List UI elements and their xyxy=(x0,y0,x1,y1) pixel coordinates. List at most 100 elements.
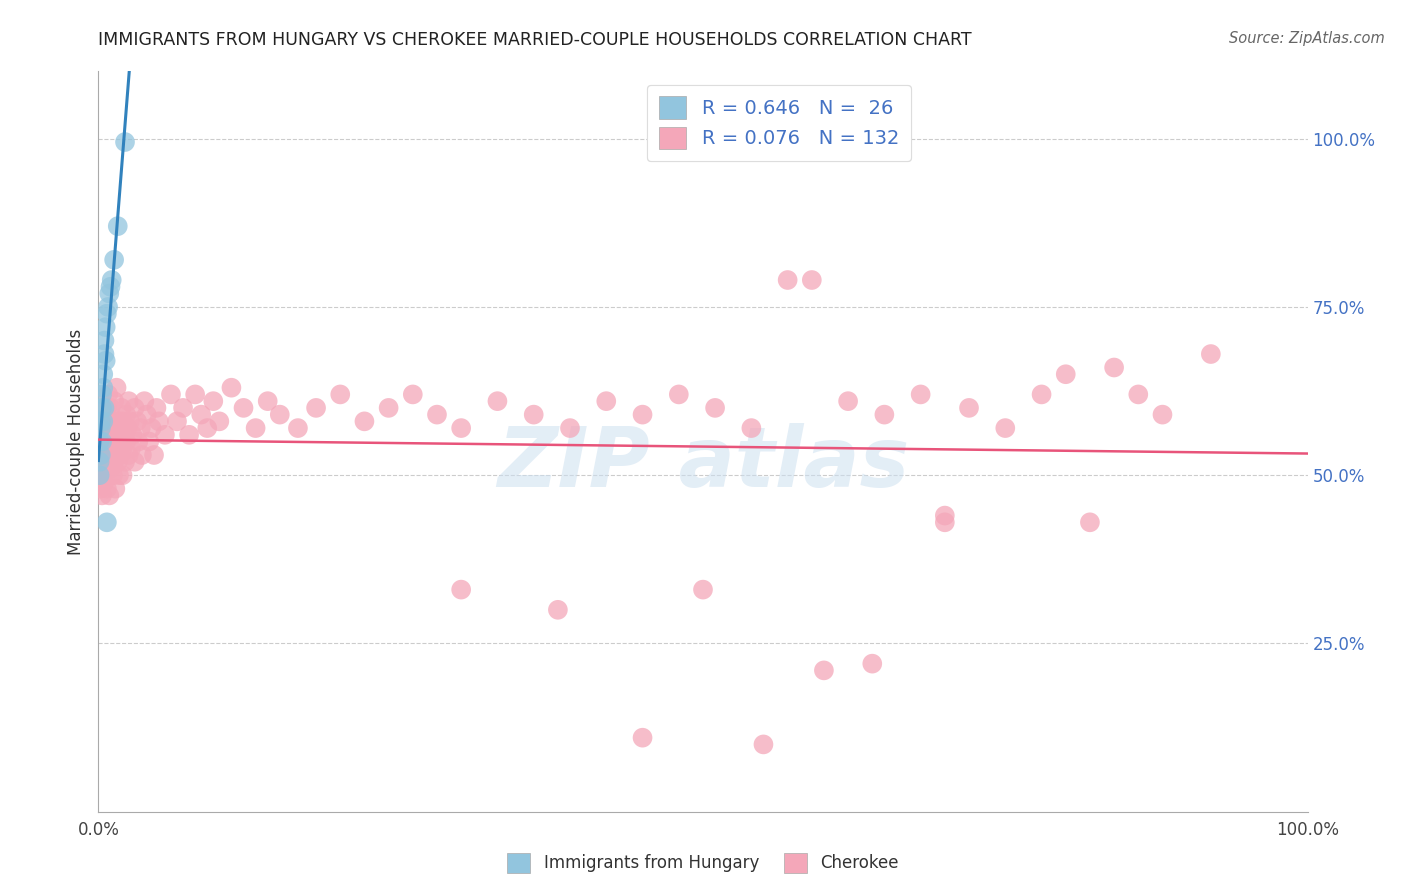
Point xyxy=(107,455,129,469)
Point xyxy=(837,394,859,409)
Point xyxy=(101,414,124,428)
Text: Source: ZipAtlas.com: Source: ZipAtlas.com xyxy=(1229,31,1385,46)
Point xyxy=(93,347,115,361)
Point xyxy=(860,657,883,671)
Point xyxy=(129,421,152,435)
Point xyxy=(89,468,111,483)
Point xyxy=(329,387,352,401)
Point xyxy=(91,381,114,395)
Text: IMMIGRANTS FROM HUNGARY VS CHEROKEE MARRIED-COUPLE HOUSEHOLDS CORRELATION CHART: IMMIGRANTS FROM HUNGARY VS CHEROKEE MARR… xyxy=(98,31,972,49)
Point xyxy=(91,414,114,428)
Point xyxy=(221,381,243,395)
Point xyxy=(100,434,122,449)
Point xyxy=(96,401,118,415)
Point xyxy=(100,448,122,462)
Point xyxy=(121,427,143,442)
Point xyxy=(111,468,134,483)
Point xyxy=(145,401,167,415)
Point xyxy=(97,300,120,314)
Point xyxy=(160,387,183,401)
Point xyxy=(269,408,291,422)
Point xyxy=(179,427,201,442)
Point xyxy=(87,455,110,469)
Point xyxy=(547,603,569,617)
Point xyxy=(287,421,309,435)
Point xyxy=(90,448,112,462)
Point xyxy=(994,421,1017,435)
Point xyxy=(120,442,142,456)
Point xyxy=(107,427,129,442)
Point xyxy=(245,421,267,435)
Point xyxy=(105,448,128,462)
Point xyxy=(910,387,932,401)
Point xyxy=(93,455,115,469)
Point xyxy=(107,219,129,234)
Point xyxy=(377,401,399,415)
Point xyxy=(631,731,654,745)
Point xyxy=(118,394,141,409)
Point xyxy=(184,387,207,401)
Point xyxy=(91,387,114,401)
Point xyxy=(558,421,581,435)
Point xyxy=(98,414,121,428)
Point xyxy=(195,421,218,435)
Point xyxy=(90,434,112,449)
Point xyxy=(131,448,153,462)
Point xyxy=(91,442,114,456)
Point xyxy=(94,421,117,435)
Point xyxy=(110,434,132,449)
Point xyxy=(752,738,775,752)
Point xyxy=(353,414,375,428)
Point xyxy=(134,394,156,409)
Point xyxy=(813,664,835,678)
Point xyxy=(111,442,134,456)
Point xyxy=(934,508,956,523)
Point xyxy=(91,468,114,483)
Point xyxy=(94,461,117,475)
Point xyxy=(115,434,138,449)
Point xyxy=(118,448,141,462)
Point xyxy=(800,273,823,287)
Point xyxy=(90,421,112,435)
Point xyxy=(776,273,799,287)
Point xyxy=(153,427,176,442)
Point xyxy=(104,482,127,496)
Point xyxy=(172,401,194,415)
Point xyxy=(101,442,124,456)
Point xyxy=(114,427,136,442)
Point xyxy=(127,434,149,449)
Text: ZIP atlas: ZIP atlas xyxy=(496,423,910,504)
Point xyxy=(190,408,212,422)
Point xyxy=(101,468,124,483)
Point xyxy=(668,387,690,401)
Point xyxy=(1199,347,1222,361)
Point xyxy=(108,448,131,462)
Point xyxy=(595,394,617,409)
Point xyxy=(402,387,425,401)
Point xyxy=(138,434,160,449)
Point xyxy=(114,455,136,469)
Point xyxy=(89,468,111,483)
Legend: Immigrants from Hungary, Cherokee: Immigrants from Hungary, Cherokee xyxy=(501,847,905,880)
Point xyxy=(100,461,122,475)
Point xyxy=(94,434,117,449)
Point xyxy=(166,414,188,428)
Point xyxy=(96,307,118,321)
Point xyxy=(93,334,115,348)
Y-axis label: Married-couple Households: Married-couple Households xyxy=(66,328,84,555)
Point xyxy=(740,421,762,435)
Point xyxy=(108,442,131,456)
Point xyxy=(91,488,114,502)
Point xyxy=(90,414,112,428)
Point xyxy=(100,273,122,287)
Point xyxy=(96,482,118,496)
Point xyxy=(208,414,231,428)
Point xyxy=(141,421,163,435)
Point xyxy=(704,401,727,415)
Point xyxy=(97,387,120,401)
Point xyxy=(103,252,125,267)
Point xyxy=(91,455,114,469)
Point xyxy=(143,448,166,462)
Point xyxy=(256,394,278,409)
Point xyxy=(89,434,111,449)
